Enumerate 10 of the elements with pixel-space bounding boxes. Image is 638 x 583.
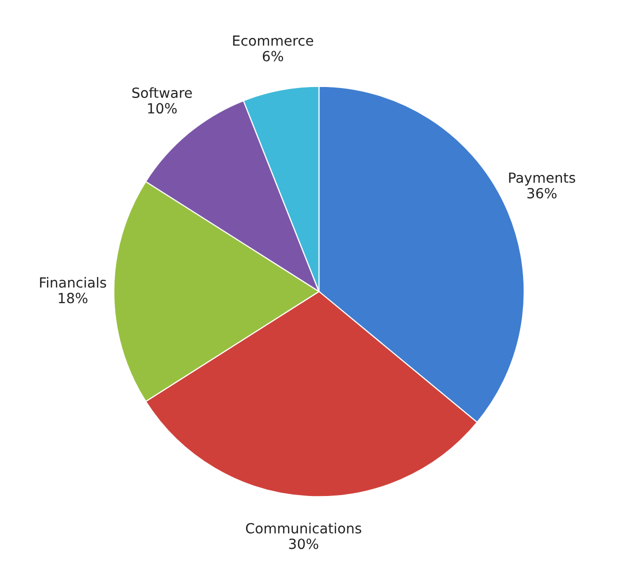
data-label: 18% xyxy=(58,292,88,304)
data-label: 36% xyxy=(527,188,556,198)
data-label: 10% xyxy=(148,103,177,114)
slice-label: Ecommerce xyxy=(233,36,314,46)
slice-label: Communications xyxy=(246,522,362,534)
slice-label: Financials xyxy=(40,277,106,288)
data-label: 30% xyxy=(289,538,318,550)
slice-label: Payments xyxy=(509,172,576,186)
data-label: 6% xyxy=(262,50,284,62)
slice-label: Software xyxy=(132,87,192,98)
